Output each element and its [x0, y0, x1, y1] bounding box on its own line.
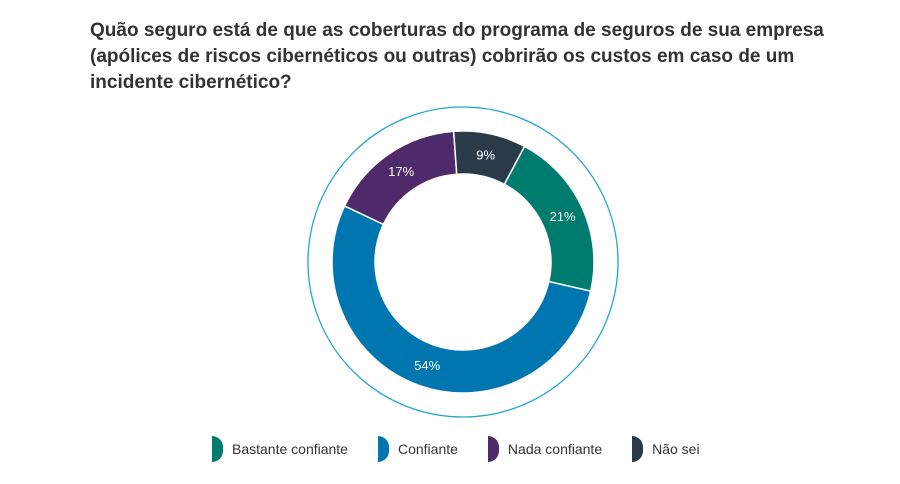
legend-swatch-icon [377, 436, 389, 462]
outer-ring [307, 106, 619, 418]
legend-item-confiante: Confiante [377, 436, 458, 462]
legend-item-nao-sei: Não sei [632, 436, 700, 462]
slice-nao-sei [452, 130, 526, 186]
slice-label-confiante: 54% [414, 358, 440, 373]
legend-label: Confiante [397, 441, 458, 457]
legend-swatch-icon [632, 436, 644, 462]
slice-label-nada-confiante: 17% [388, 164, 414, 179]
slice-label-bastante-confiante: 21% [550, 209, 576, 224]
slice-label-nao-sei: 9% [476, 147, 495, 162]
legend-swatch-icon [487, 436, 499, 462]
legend-label: Não sei [652, 441, 700, 457]
legend-label: Nada confiante [507, 441, 603, 457]
chart-title: Quão seguro está de que as coberturas do… [90, 20, 824, 93]
legend-item-nada-confiante: Nada confiante [487, 436, 603, 462]
legend-item-bastante-confiante: Bastante confiante [212, 436, 348, 462]
legend-label: Bastante confiante [232, 441, 348, 457]
slice-confiante [331, 204, 592, 394]
legend-swatch-icon [212, 436, 223, 462]
legend: Bastante confiante Confiante Nada confiant… [212, 434, 700, 464]
